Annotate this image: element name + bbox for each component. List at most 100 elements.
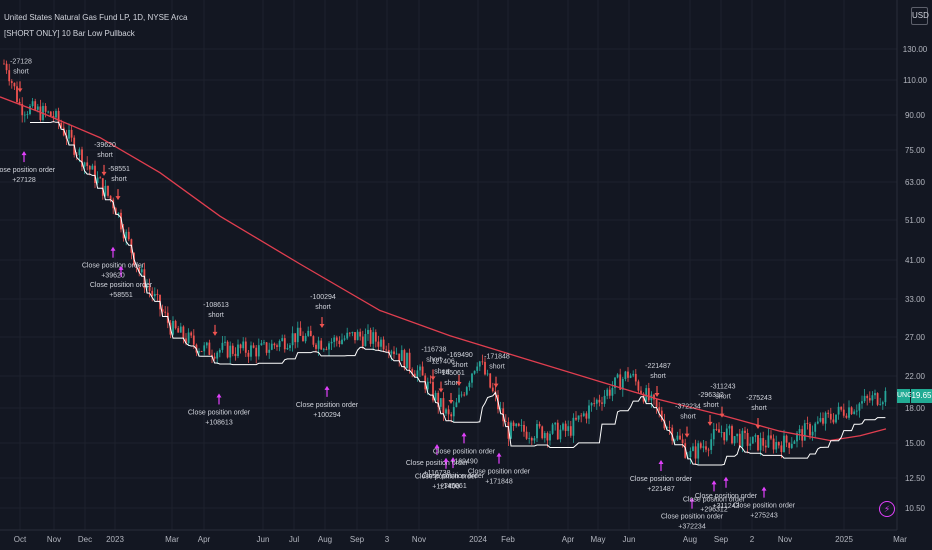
- candle: [81, 146, 83, 172]
- candle: [520, 419, 523, 432]
- entry-arrowhead: [438, 388, 444, 393]
- time-tick-label: Nov: [47, 535, 61, 544]
- trade[interactable]: -108613 short Close position order +108613: [188, 302, 251, 427]
- candle: [432, 377, 434, 403]
- trade[interactable]: -27128 short Close position order +27128: [0, 58, 56, 184]
- time-axis[interactable]: Oct Nov Dec 2023 Mar Apr Jun Jul Aug Sep 3 Nov 2024 F…: [14, 535, 907, 544]
- candle: [265, 341, 268, 356]
- candle: [564, 420, 567, 437]
- time-tick-label: Sep: [714, 535, 729, 544]
- trade[interactable]: -275243 short Close position order +275243: [733, 395, 796, 520]
- candle: [190, 331, 193, 339]
- candle: [567, 420, 570, 437]
- candle: [770, 430, 772, 441]
- candle: [369, 327, 372, 347]
- candle: [725, 423, 728, 442]
- candle: [224, 336, 226, 346]
- price-axis[interactable]: 130.00 110.00 90.00 75.00 63.00 51.00 41.00 33.…: [903, 45, 928, 513]
- entry-side-label: short: [315, 304, 331, 311]
- candle: [588, 399, 590, 425]
- candle: [460, 391, 463, 398]
- trade[interactable]: -221487 short Close position order +221487: [630, 363, 693, 493]
- exit-label: Close position order: [296, 402, 359, 409]
- candle: [510, 420, 512, 440]
- candle: [237, 339, 239, 359]
- trade[interactable]: -39620 short Close position order +39620: [82, 142, 145, 280]
- candle: [676, 431, 679, 441]
- price-tick-label: 41.00: [905, 256, 926, 265]
- candle: [231, 343, 234, 357]
- candle: [200, 350, 203, 352]
- candle: [153, 287, 156, 301]
- candle: [333, 334, 336, 348]
- candle: [790, 437, 793, 450]
- exit-quantity-label: +171848: [485, 479, 513, 486]
- candle: [208, 339, 211, 356]
- candle: [164, 306, 167, 317]
- exit-quantity-label: +108613: [205, 419, 233, 426]
- candle: [647, 382, 650, 403]
- candle: [239, 343, 242, 354]
- exit-label: Close position order: [422, 473, 485, 480]
- candle: [884, 387, 887, 406]
- entry-side-label: short: [489, 364, 505, 371]
- entry-arrowhead: [654, 393, 660, 398]
- candle: [715, 423, 718, 431]
- entry-arrowhead: [17, 88, 23, 93]
- trade[interactable]: -116738 short Close position order +116738: [406, 346, 469, 477]
- candle: [221, 336, 224, 353]
- entry-quantity-label: -275243: [746, 395, 772, 402]
- candle: [590, 402, 593, 412]
- trade-markers: -27128 short Close position order +27128 -39…: [0, 58, 796, 530]
- candle: [481, 354, 484, 365]
- candle: [31, 97, 34, 108]
- candle: [96, 171, 99, 185]
- time-tick-label: 2: [750, 535, 755, 544]
- candle: [229, 341, 232, 365]
- candle: [798, 425, 801, 441]
- candle: [868, 391, 871, 403]
- candle: [252, 342, 255, 349]
- exit-arrowhead: [711, 480, 717, 485]
- candle: [226, 340, 229, 359]
- strategy-name[interactable]: [SHORT ONLY] 10 Bar Low Pullback: [4, 29, 135, 38]
- candle: [465, 385, 468, 396]
- trade[interactable]: -100294 short Close position order +100294: [296, 294, 359, 419]
- candle: [845, 413, 848, 419]
- candle: [699, 441, 702, 450]
- trade[interactable]: -311243 short Close position order +311243: [695, 384, 758, 510]
- exit-quantity-label: +145061: [439, 483, 467, 490]
- candle: [478, 360, 481, 371]
- candle: [489, 373, 492, 389]
- currency-button[interactable]: USD: [911, 7, 929, 25]
- candle: [179, 322, 182, 333]
- candle: [3, 59, 5, 65]
- trade[interactable]: -169490 short Close position order +169490: [433, 352, 496, 465]
- trade[interactable]: -58551 short Close position order +58551: [90, 166, 153, 299]
- candle: [728, 424, 731, 436]
- candle: [177, 325, 180, 333]
- candle: [850, 406, 853, 415]
- exit-label: Close position order: [82, 263, 145, 270]
- exit-arrowhead: [434, 444, 440, 449]
- time-tick-label: 3: [385, 535, 390, 544]
- entry-quantity-label: -127406: [429, 359, 455, 366]
- exit-label: Close position order: [188, 409, 251, 416]
- trade[interactable]: -171848 short Close position order +171848: [468, 354, 531, 486]
- candle: [562, 422, 564, 432]
- candle: [767, 428, 770, 449]
- entry-side-label: short: [426, 356, 442, 363]
- candle: [338, 336, 341, 348]
- exit-arrowhead: [496, 452, 502, 457]
- candle: [710, 433, 713, 455]
- candle: [816, 416, 819, 425]
- exit-quantity-label: +116738: [424, 470, 451, 477]
- candle: [645, 384, 648, 403]
- lightning-icon[interactable]: ⚡: [879, 501, 895, 517]
- candle: [182, 325, 185, 344]
